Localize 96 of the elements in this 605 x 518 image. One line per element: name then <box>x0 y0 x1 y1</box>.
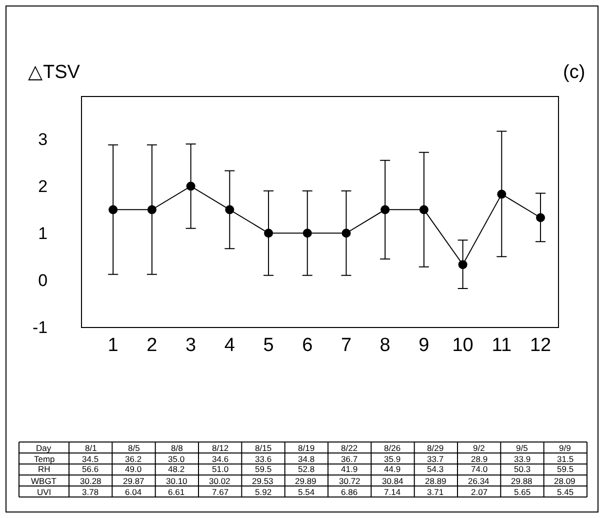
text: WBGT <box>31 476 56 486</box>
text: 9/9 <box>559 443 572 453</box>
text: 3.78 <box>82 487 99 497</box>
text: UVI <box>37 487 52 497</box>
text: 28.09 <box>554 476 576 486</box>
point <box>264 228 274 238</box>
text: 7.14 <box>384 487 401 497</box>
text: 30.10 <box>166 476 188 486</box>
y-tick-label: -1 <box>32 318 48 337</box>
point <box>380 205 390 214</box>
text: 74.0 <box>471 464 488 474</box>
text: (c) <box>563 62 586 83</box>
text: 8/22 <box>341 443 358 453</box>
text: 59.5 <box>557 464 574 474</box>
text: 33.9 <box>514 454 531 464</box>
point <box>186 182 196 191</box>
text: 6.61 <box>168 487 185 497</box>
text: 31.5 <box>557 454 574 464</box>
y-axis-title: △TSV <box>28 62 80 83</box>
text: 29.87 <box>123 476 145 486</box>
text: 6.04 <box>125 487 142 497</box>
text: 5.45 <box>557 487 574 497</box>
text: 34.8 <box>298 454 315 464</box>
text: 34.6 <box>212 454 229 464</box>
text: 54.3 <box>427 464 444 474</box>
point <box>147 205 156 214</box>
point <box>225 205 234 214</box>
text: 8/8 <box>171 443 184 453</box>
text: 35.9 <box>384 454 401 464</box>
text: 50.3 <box>514 464 531 474</box>
point <box>536 213 546 222</box>
text: 9/5 <box>516 443 528 453</box>
point <box>342 228 351 238</box>
x-tick-label: 5 <box>263 334 274 356</box>
text: 48.2 <box>168 464 185 474</box>
text: RH <box>38 464 50 474</box>
text: 26.34 <box>468 476 490 486</box>
text: 28.9 <box>471 454 488 464</box>
text: 8/12 <box>212 443 229 453</box>
text: 35.0 <box>168 454 185 464</box>
text: 2.07 <box>471 487 488 497</box>
text: 3.71 <box>427 487 444 497</box>
text: 8/29 <box>427 443 444 453</box>
x-tick-label: 7 <box>340 334 352 356</box>
text: 9/2 <box>473 443 486 453</box>
text: Day <box>36 443 52 453</box>
x-tick-label: 6 <box>302 334 313 356</box>
text: 8/26 <box>384 443 401 453</box>
y-tick-label: 3 <box>38 130 48 150</box>
text: 33.7 <box>427 454 444 464</box>
text: 52.8 <box>298 464 315 474</box>
text: 49.0 <box>125 464 142 474</box>
text: 8/1 <box>85 443 98 453</box>
x-tick-label: 9 <box>418 334 430 356</box>
text: 29.53 <box>252 476 274 486</box>
x-tick-label: 4 <box>224 334 236 356</box>
text: 6.86 <box>341 487 358 497</box>
point <box>458 260 468 270</box>
x-tick-label: 3 <box>186 334 196 356</box>
point <box>497 190 506 199</box>
text: 36.2 <box>125 454 142 464</box>
x-tick-label: 1 <box>108 334 118 356</box>
text: 8/15 <box>255 443 272 453</box>
text: 30.84 <box>382 476 404 486</box>
x-tick-label: 11 <box>492 334 512 356</box>
x-tick-label: 2 <box>146 334 158 356</box>
text: 7.67 <box>212 487 229 497</box>
x-tick-label: 8 <box>380 334 390 356</box>
text: Temp <box>34 454 56 464</box>
text: 29.88 <box>511 476 533 486</box>
y-tick-label: 2 <box>38 177 48 196</box>
point <box>108 205 118 214</box>
text: 8/5 <box>128 443 140 453</box>
text: 36.7 <box>341 454 358 464</box>
text: 28.89 <box>425 476 447 486</box>
point <box>419 205 428 214</box>
x-tick-label: 12 <box>530 334 552 356</box>
text: 44.9 <box>384 464 401 474</box>
text: 5.54 <box>298 487 315 497</box>
text: 51.0 <box>212 464 229 474</box>
text: 34.5 <box>82 454 99 464</box>
text: 33.6 <box>255 454 272 464</box>
y-tick-label: 1 <box>38 224 48 244</box>
text: 59.5 <box>255 464 272 474</box>
text: 5.65 <box>514 487 531 497</box>
text: 41.9 <box>341 464 358 474</box>
y-tick-label: 0 <box>38 271 48 290</box>
point <box>302 228 312 238</box>
text: 30.72 <box>339 476 361 486</box>
text: 56.6 <box>82 464 99 474</box>
text: 29.89 <box>295 476 317 486</box>
x-tick-label: 10 <box>452 334 474 356</box>
text: 30.02 <box>209 476 231 486</box>
text: 5.92 <box>255 487 272 497</box>
text: 30.28 <box>80 476 102 486</box>
text: 8/19 <box>298 443 315 453</box>
